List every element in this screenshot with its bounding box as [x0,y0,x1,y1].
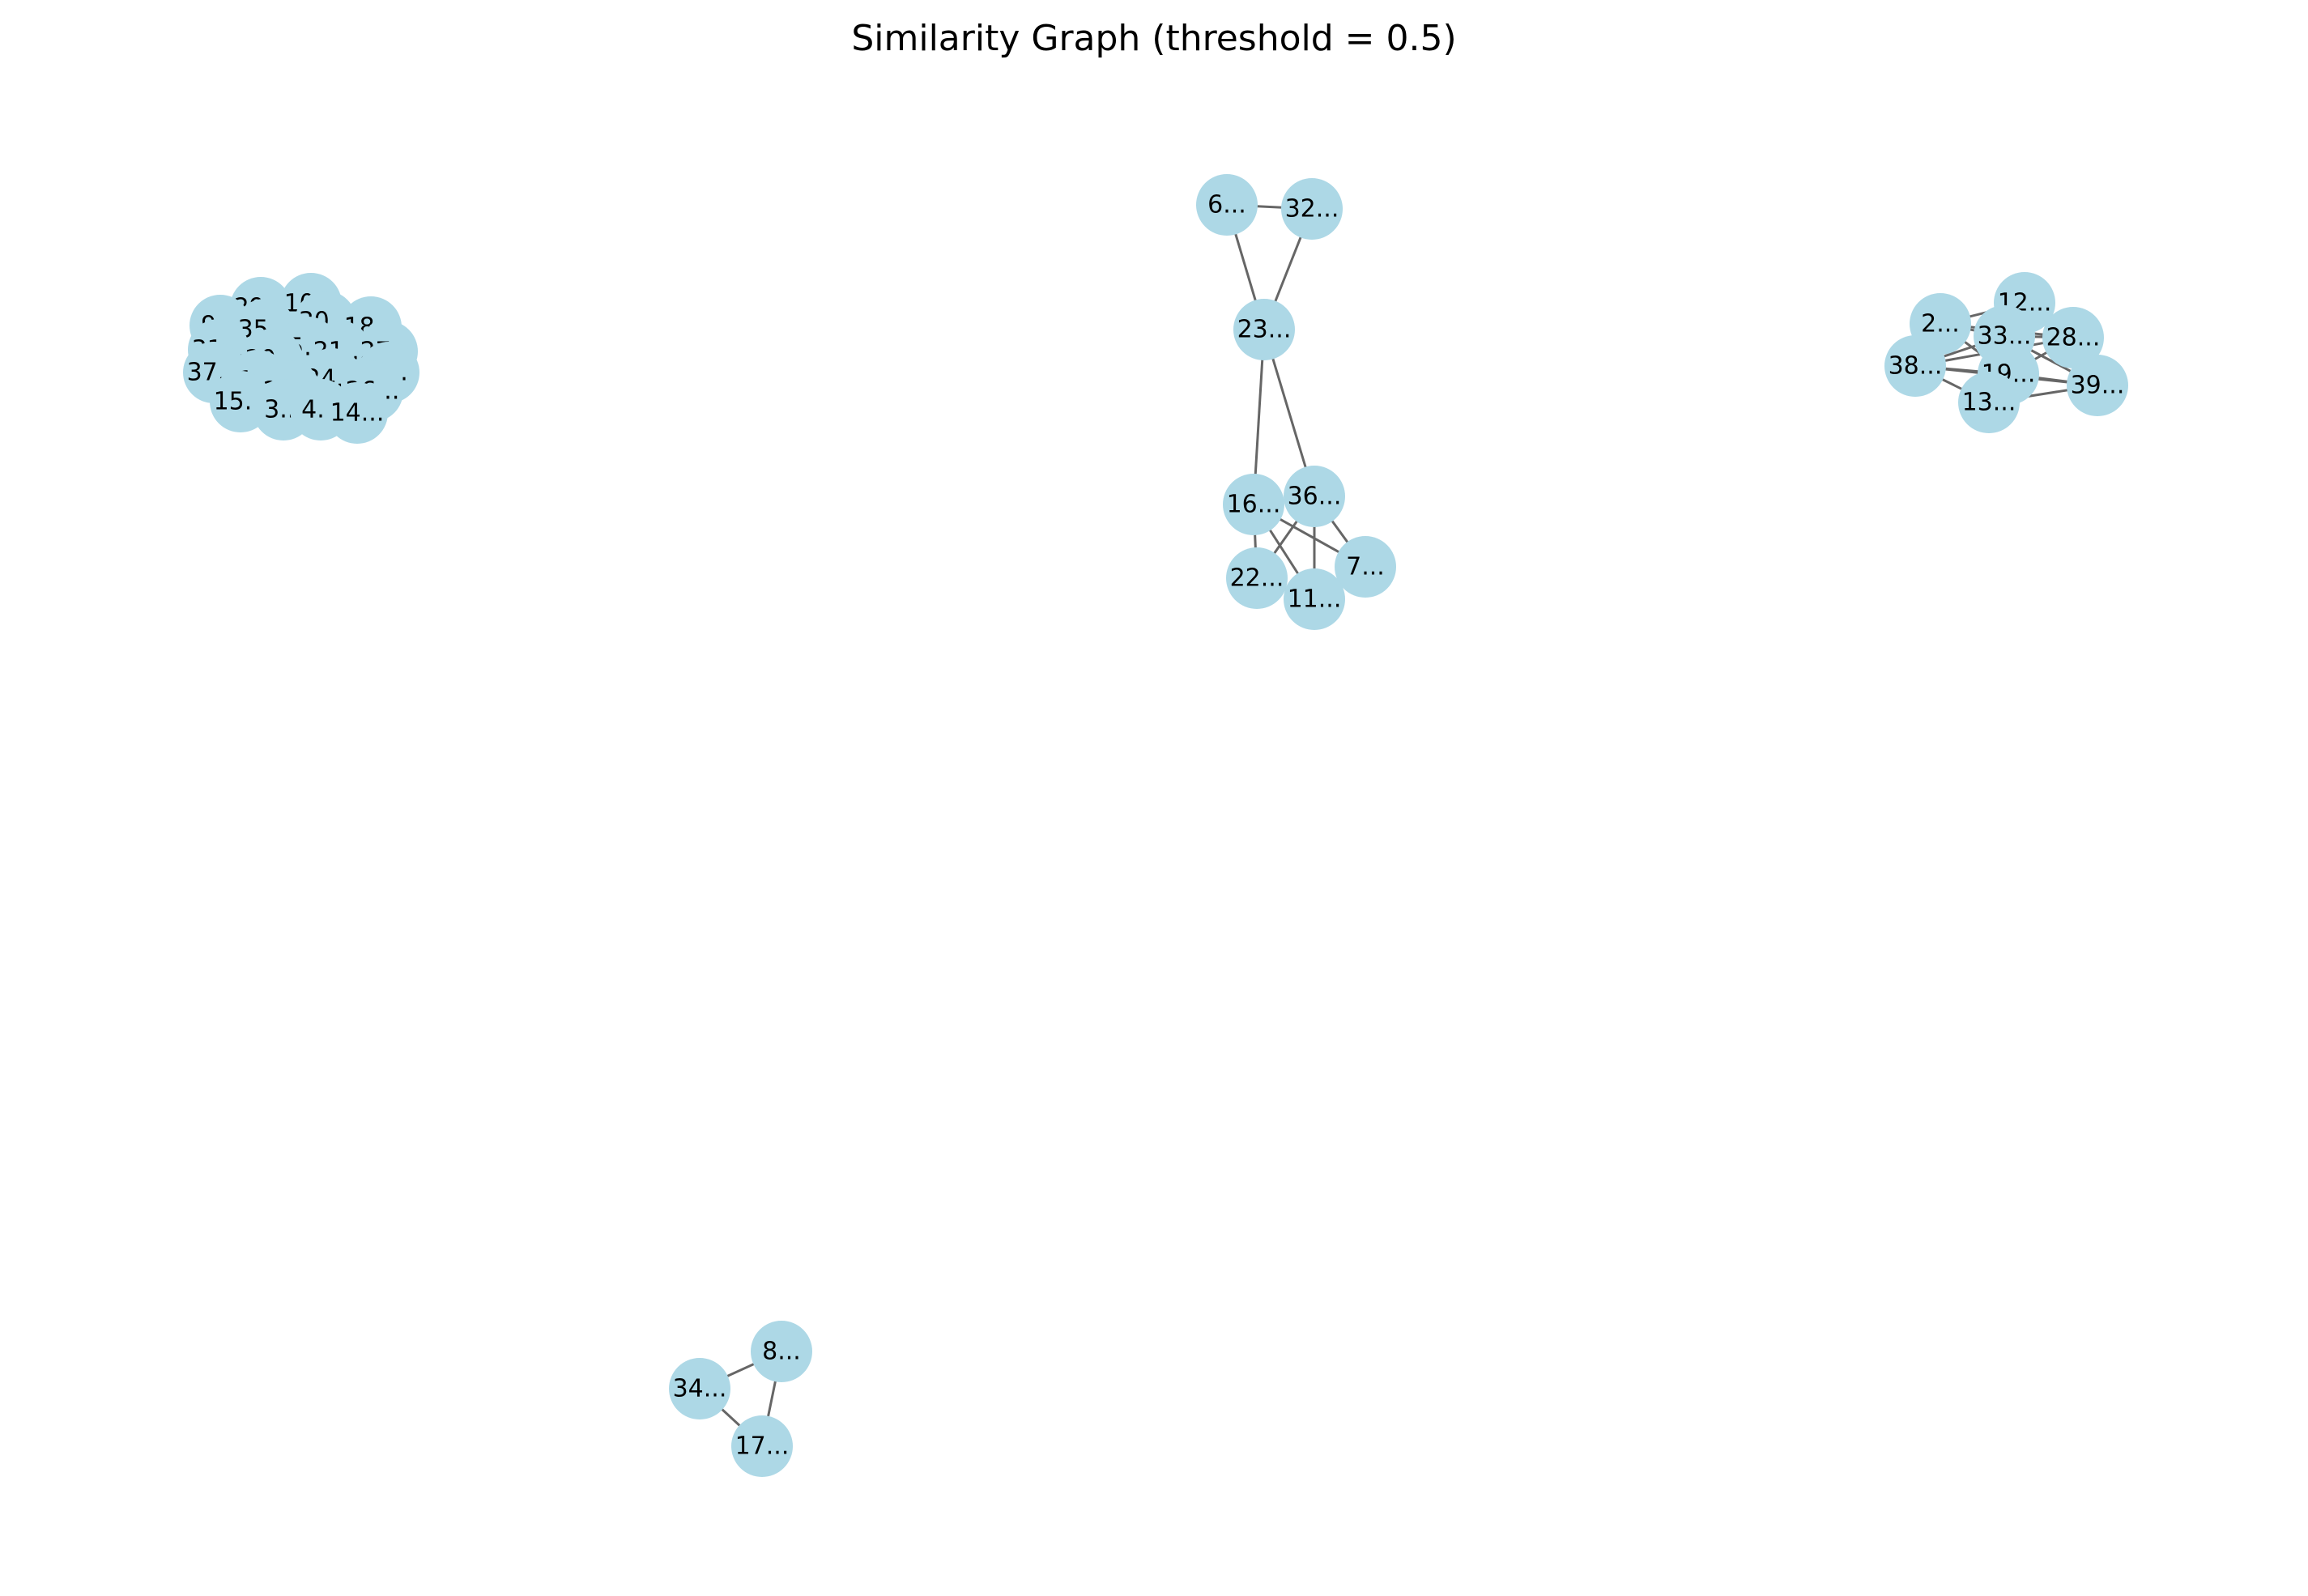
node-circle [1284,568,1345,630]
graph-title: Similarity Graph (threshold = 0.5) [851,18,1457,59]
node-circle [1284,466,1345,527]
node-label: 34... [673,1375,727,1403]
node-circle [2067,355,2128,416]
node-label: 14... [330,399,385,428]
node-label: 11... [1288,585,1342,614]
node-label: 28... [2046,324,2101,352]
node-circle [669,1358,730,1419]
node-n13: 13... [1958,372,2020,433]
node-n28: 28... [2042,307,2104,368]
node-label: 22... [1230,564,1284,593]
node-circle [1884,335,1946,397]
node-label: 13... [1962,389,2016,417]
node-n38: 38... [1884,335,1946,397]
node-n23: 23... [1233,299,1295,360]
node-n32: 32... [1281,178,1343,240]
node-n22: 22... [1226,547,1288,609]
node-circle [2042,307,2104,368]
node-n36: 36... [1284,466,1345,527]
node-label: 38... [1889,352,1943,381]
node-n39: 39... [2067,355,2128,416]
node-circle [1233,299,1295,360]
node-circle [751,1321,812,1382]
node-circle [1226,547,1288,609]
node-circle [1958,372,2020,433]
node-label: 2... [1921,310,1960,338]
nodes-layer: 29...10...9...35...30...18...5...31...20… [183,174,2128,1477]
node-label: 23... [1237,316,1292,344]
edges-layer [698,203,2099,1448]
node-circle [326,382,388,444]
node-label: 17... [735,1432,790,1461]
node-circle [1223,474,1284,535]
node-circle [731,1415,793,1477]
node-label: 6... [1207,191,1246,219]
node-circle [1335,536,1396,598]
node-n7: 7... [1335,536,1396,598]
node-n34: 34... [669,1358,730,1419]
node-label: 16... [1227,491,1281,519]
node-circle [1196,174,1258,236]
node-n11: 11... [1284,568,1345,630]
node-label: 32... [1285,195,1339,223]
node-label: 8... [762,1338,801,1366]
node-n14: 14... [326,382,388,444]
node-circle [1281,178,1343,240]
node-n6: 6... [1196,174,1258,236]
node-n17: 17... [731,1415,793,1477]
node-label: 36... [1288,483,1342,511]
node-n16: 16... [1223,474,1284,535]
node-label: 7... [1346,553,1385,581]
node-label: 39... [2071,372,2125,400]
node-n8: 8... [751,1321,812,1382]
